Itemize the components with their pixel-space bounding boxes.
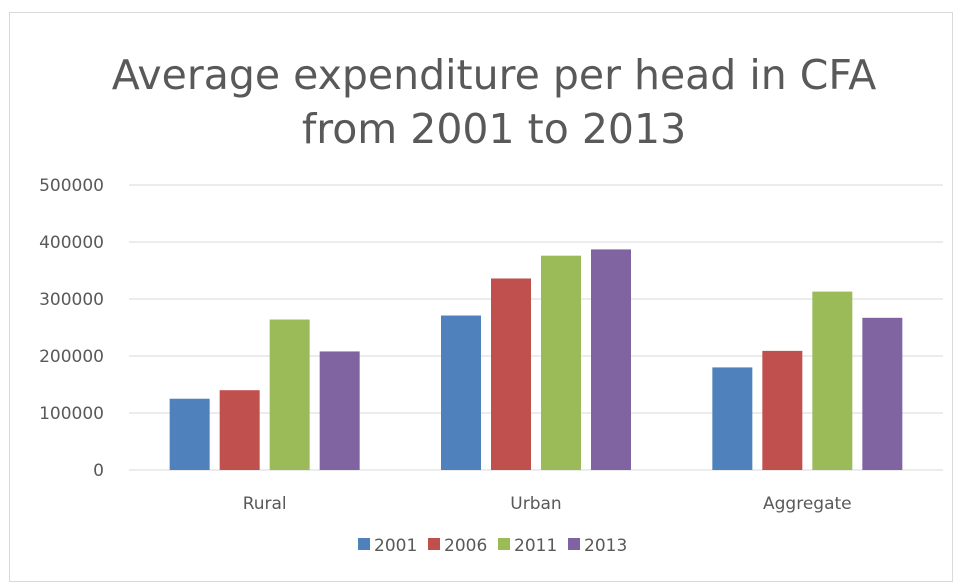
x-category-label: Aggregate [763,494,852,514]
legend-swatch-2011 [498,538,510,550]
legend-swatch-2001 [358,538,370,550]
chart-frame: Average expenditure per head in CFA from… [9,12,953,582]
bar-urban-2001 [441,315,481,470]
y-axis-ticks: 0 100000 200000 300000 400000 500000 [39,176,104,481]
bar-aggregate-2011 [812,291,853,470]
legend: 2001 2006 2011 2013 [358,536,627,556]
legend-swatch-2006 [428,538,440,550]
x-axis-categories: Rural Urban Aggregate [243,494,852,514]
bar-rural-2011 [269,319,310,470]
bar-urban-2013 [591,249,631,470]
legend-label: 2011 [514,536,557,556]
bar-aggregate-2013 [862,317,903,470]
bar-rural-2006 [219,390,260,470]
bar-aggregate-2006 [762,350,803,470]
y-tick-label: 400000 [39,233,104,253]
y-tick-label: 500000 [39,176,104,196]
y-tick-label: 0 [93,461,104,481]
legend-swatch-2013 [568,538,580,550]
legend-label: 2001 [374,536,417,556]
bar-urban-2006 [491,278,531,470]
chart-title-line-2: from 2001 to 2013 [302,105,686,153]
y-tick-label: 100000 [39,404,104,424]
legend-label: 2013 [584,536,627,556]
x-category-label: Urban [510,494,561,514]
bars [169,249,903,470]
legend-label: 2006 [444,536,487,556]
bar-rural-2001 [169,398,210,470]
chart-title-line-1: Average expenditure per head in CFA [112,51,877,99]
bar-urban-2011 [541,255,581,470]
y-tick-label: 300000 [39,290,104,310]
bar-chart: Average expenditure per head in CFA from… [39,51,943,556]
x-category-label: Rural [243,494,287,514]
y-tick-label: 200000 [39,347,104,367]
bar-rural-2013 [319,351,360,470]
bar-aggregate-2001 [712,367,753,470]
gridlines [129,184,943,471]
